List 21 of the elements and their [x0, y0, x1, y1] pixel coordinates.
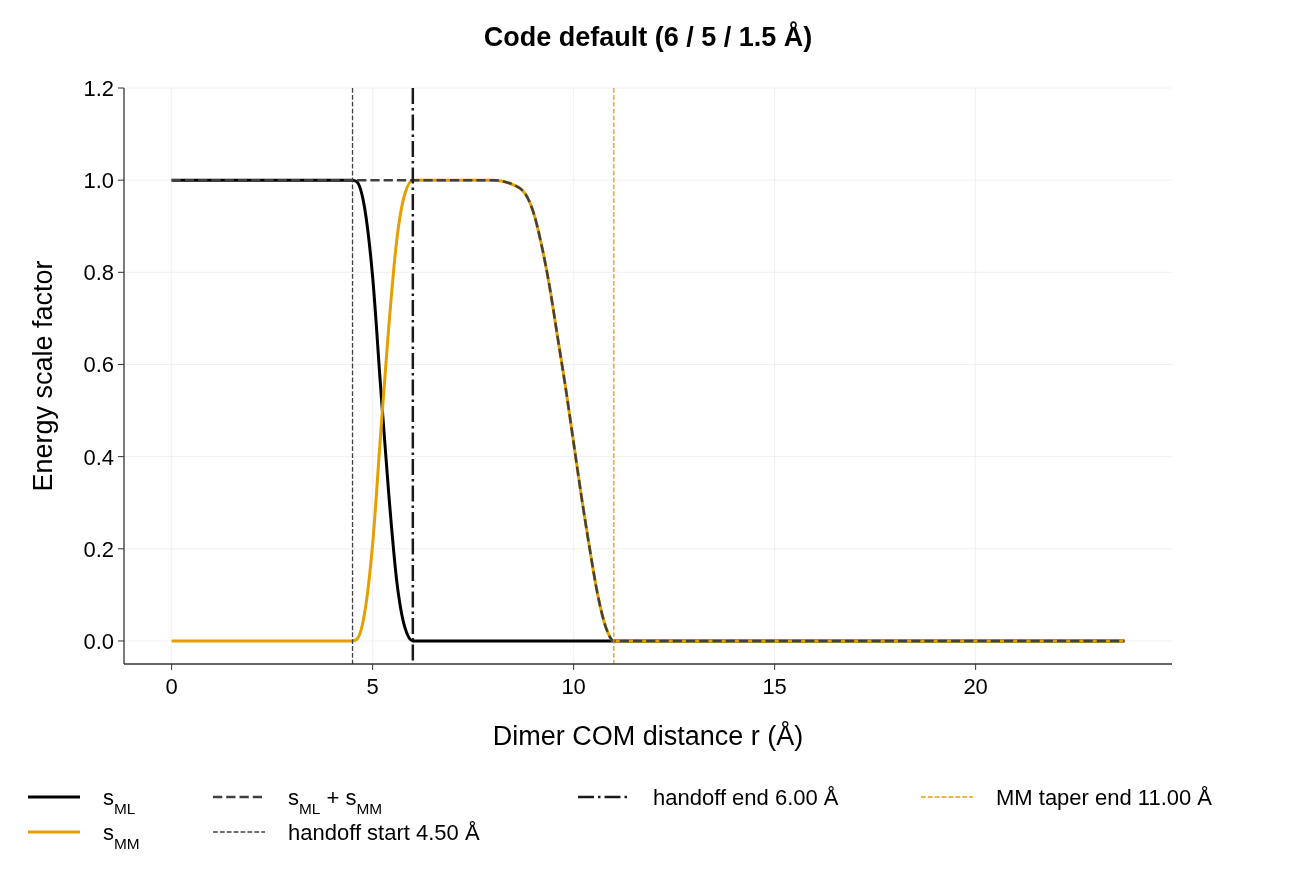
x-axis-title: Dimer COM distance r (Å)	[492, 720, 804, 751]
x-tick-label: 0	[165, 674, 178, 699]
legend-label: s$_{MM}$	[103, 820, 140, 852]
legend-label: handoff end 6.00 Å	[653, 785, 839, 810]
y-tick-label: 0.8	[83, 260, 114, 286]
x-tick-label: 10	[561, 674, 586, 699]
x-tick-label: 5	[366, 674, 379, 699]
y-tick-label: 0.6	[83, 352, 114, 378]
x-tick-label: 15	[762, 674, 787, 699]
legend-label: handoff start 4.50 Å	[288, 820, 480, 845]
x-tick-label: 20	[963, 674, 988, 699]
legend-label: MM taper end 11.00 Å	[996, 785, 1213, 810]
y-tick-label: 0.2	[83, 536, 114, 562]
legend-label: s$_{ML}$	[103, 785, 136, 817]
y-axis-title: Energy scale factor	[28, 260, 58, 492]
y-tick-label: 0.4	[83, 444, 114, 470]
legend-label: s$_{ML}$ + s$_{MM}$	[288, 785, 383, 817]
y-tick-label: 1.2	[83, 76, 114, 101]
y-tick-label: 0.0	[83, 628, 114, 654]
chart-title: Code default (6 / 5 / 1.5 Å)	[483, 21, 813, 52]
y-tick-label: 1.0	[83, 168, 114, 194]
